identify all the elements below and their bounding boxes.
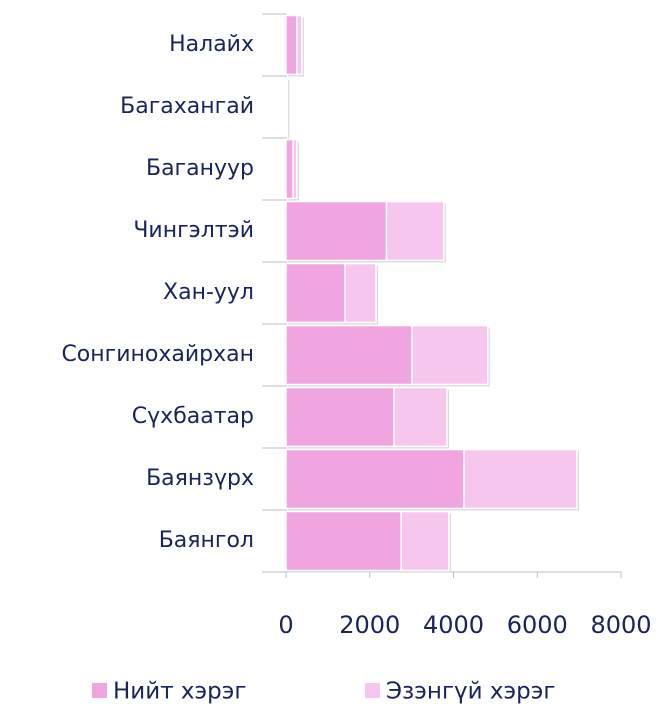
bar — [296, 14, 303, 76]
bar-shadow — [288, 79, 289, 139]
category-label: Сонгинохайрхан — [61, 342, 254, 367]
x-tick-label: 6000 — [507, 611, 568, 639]
category-label: Налайх — [169, 32, 254, 57]
x-tick-label: 8000 — [590, 611, 651, 639]
bar — [285, 200, 388, 262]
category-label: Баянгол — [159, 528, 254, 553]
bar — [463, 448, 578, 510]
bar — [285, 262, 346, 324]
category-label: Багахангай — [120, 94, 254, 119]
bar — [285, 138, 294, 200]
bar — [285, 448, 465, 510]
bar — [400, 510, 450, 572]
category-label: Чингэлтэй — [133, 218, 254, 243]
bar — [285, 510, 402, 572]
bar — [393, 386, 448, 448]
x-tick-label: 2000 — [339, 611, 400, 639]
bar — [385, 200, 445, 262]
x-tick-label: 0 — [278, 611, 293, 639]
bar — [292, 138, 298, 200]
legend-swatch — [365, 683, 380, 698]
bar — [285, 386, 395, 448]
category-label: Сүхбаатар — [132, 404, 254, 429]
bar — [285, 14, 298, 76]
bar — [285, 324, 413, 386]
category-label: Багануур — [146, 156, 254, 181]
legend-label: Эзэнгүй хэрэг — [386, 679, 555, 705]
legend-label: Нийт хэрэг — [113, 679, 246, 705]
category-label: Баянзүрх — [146, 466, 254, 491]
legend-swatch — [92, 683, 107, 698]
bar — [411, 324, 489, 386]
category-label: Хан-уул — [163, 280, 254, 305]
bar — [344, 262, 377, 324]
x-tick-label: 4000 — [423, 611, 484, 639]
